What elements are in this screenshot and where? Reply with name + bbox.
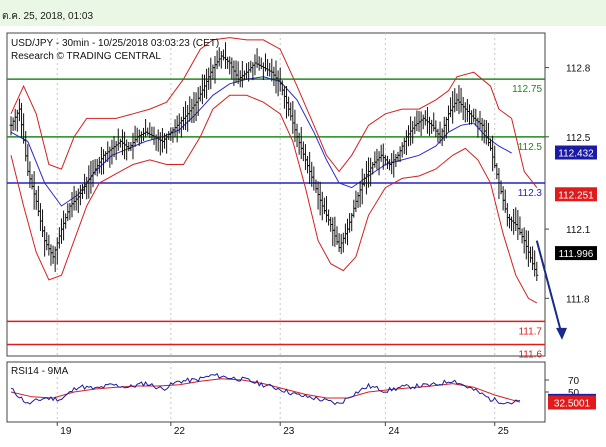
level-label-111.6: 111.6: [518, 349, 542, 360]
level-label-112.3: 112.3: [518, 188, 543, 199]
x-tick-label: 22: [174, 426, 186, 437]
price-tag-111.996: 111.996: [559, 249, 594, 260]
price-tag-bg: [555, 246, 597, 261]
price-tag-112.432: 112.432: [558, 149, 594, 160]
price-tag-112.251: 112.251: [558, 190, 594, 201]
rsi-tick-label: 70: [568, 376, 580, 387]
rsi-tick-label: 50: [568, 388, 580, 399]
bollinger-upper: [10, 37, 538, 188]
forecast-arrow-shaft: [535, 240, 562, 333]
rsi-tag-bg: [548, 395, 596, 410]
price-tag-bg: [555, 187, 597, 202]
y-tick-label: 112.1: [566, 225, 591, 236]
header-datetime: ต.ค. 25, 2018, 01:03: [2, 11, 94, 22]
x-tick-label: 19: [60, 426, 72, 437]
rsi-panel-frame: [6, 361, 546, 423]
x-tick-label: 23: [283, 426, 295, 437]
level-label-111.7: 111.7: [518, 326, 542, 337]
rsi-tag-32.5001: 32.5001: [554, 398, 591, 409]
rsi-line: [10, 372, 521, 406]
bollinger-lower: [10, 94, 538, 304]
chart-subtitle: Research © TRADING CENTRAL: [11, 51, 161, 62]
rsi-ma-line: [10, 378, 521, 403]
price-tag-bg: [555, 145, 597, 160]
header-bar: ต.ค. 25, 2018, 01:03: [0, 0, 606, 26]
x-tick-label: 24: [388, 426, 400, 437]
y-tick-label: 112.5: [566, 133, 591, 144]
level-label-112.75: 112.75: [512, 84, 542, 95]
level-label-112.5: 112.5: [518, 142, 543, 153]
y-tick-label: 112.8: [566, 64, 591, 75]
rsi-label: RSI14 - 9MA: [11, 366, 69, 377]
x-tick-label: 25: [498, 426, 510, 437]
forecast-arrow-head: [556, 327, 568, 340]
chart-title: USD/JPY - 30min - 10/25/2018 03:03:23 (C…: [11, 38, 219, 49]
y-tick-label: 111.8: [566, 294, 590, 305]
